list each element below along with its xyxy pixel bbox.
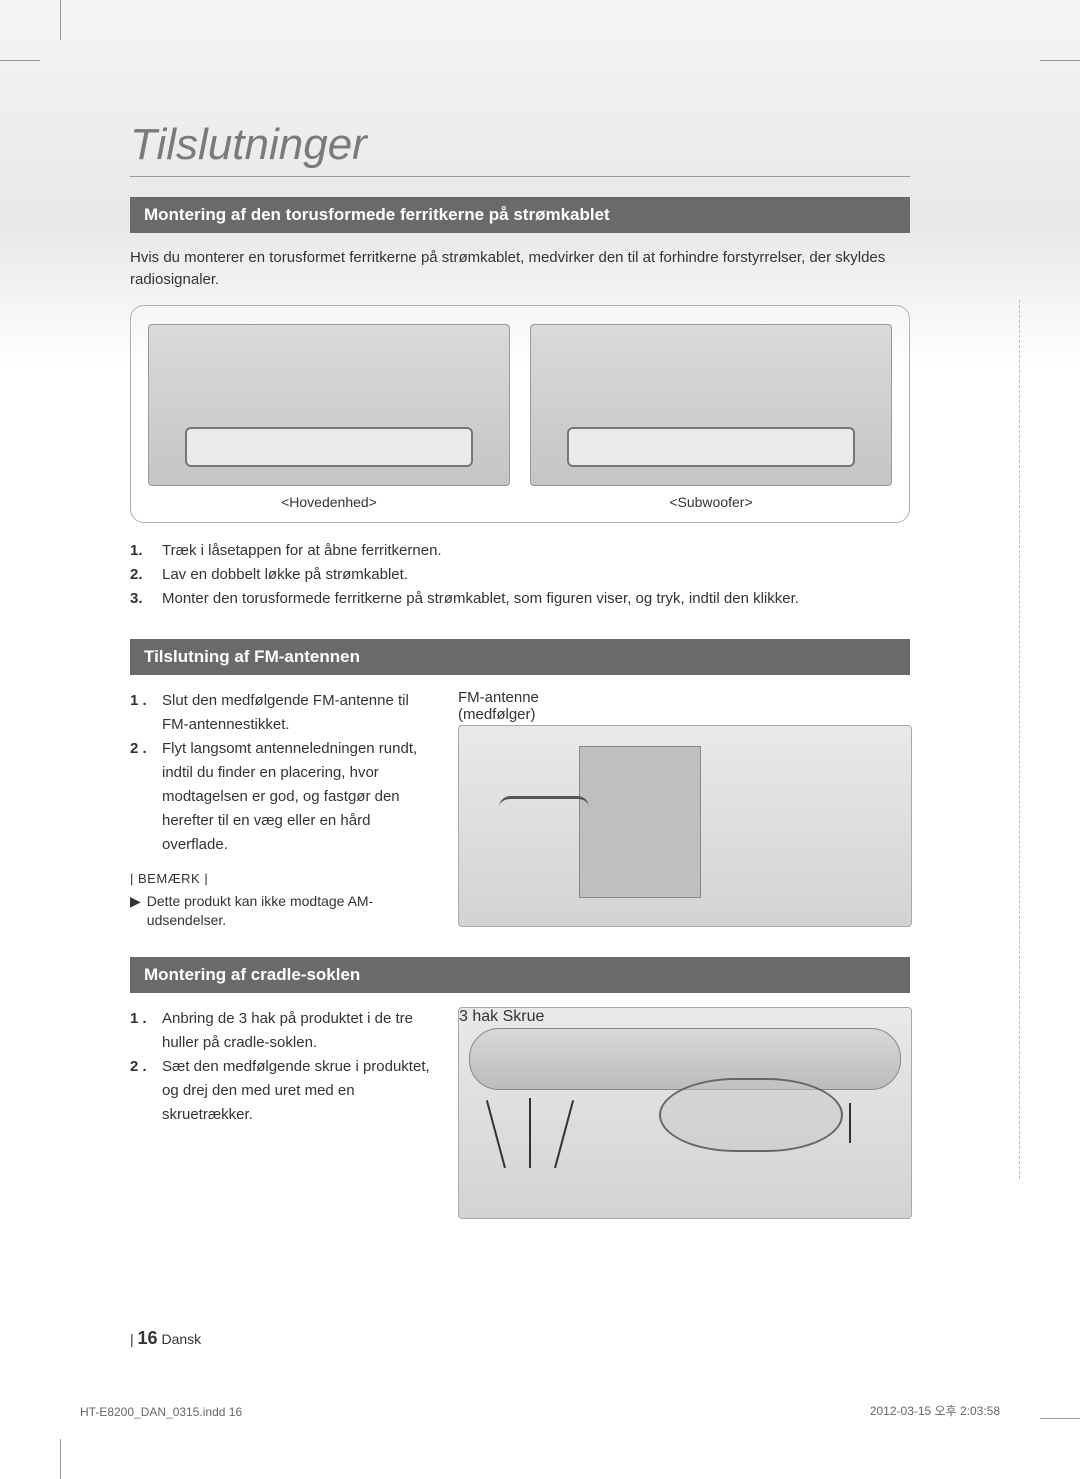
crop-mark [60,0,61,40]
step-number: 1. [130,539,152,563]
footer-divider: | [130,1331,134,1347]
pointer-line [486,1100,506,1168]
list-item: 2. Lav en dobbelt løkke på strømkablet. [130,563,910,587]
list-item: 1 . Slut den medfølgende FM-antenne til F… [130,689,430,737]
print-timestamp: 2012-03-15 오후 2:03:58 [870,1402,1000,1419]
chapter-title: Tilslutninger [130,120,910,177]
rear-panel-graphic [579,746,701,898]
section-heading-cradle: Montering af cradle-soklen [130,957,910,993]
list-item: 2 . Sæt den medfølgende skrue i produktet… [130,1055,430,1127]
step-text: Lav en dobbelt løkke på strømkablet. [162,563,408,587]
caption-main-unit: <Hovedenhed> [281,494,377,510]
caption-subwoofer: <Subwoofer> [669,494,752,510]
page-footer: | 16 Dansk [130,1328,201,1349]
label-hak: 3 hak [459,1008,498,1025]
cable-graphic [499,796,589,819]
step-number: 2. [130,563,152,587]
list-item: 3. Monter den torusformede ferritkerne på… [130,587,910,611]
main-unit-illustration [148,324,510,486]
label-skrue: Skrue [503,1008,545,1025]
step-text: Flyt langsomt antenneledningen rundt, in… [162,737,430,857]
pointer-line [529,1098,531,1168]
step-text: Anbring de 3 hak på produktet i de tre h… [162,1007,430,1055]
section3-text-col: 1 . Anbring de 3 hak på produktet i de tr… [130,1007,430,1219]
label-text: (medfølger) [458,706,536,723]
list-item: 2 . Flyt langsomt antenneledningen rundt,… [130,737,430,857]
section2-illus-col: FM-antenne (medfølger) [458,689,910,931]
print-filename: HT-E8200_DAN_0315.indd 16 [80,1405,242,1419]
step-number: 3. [130,587,152,611]
step-number: 1 . [130,689,152,737]
section1-intro: Hvis du monterer en torusformet ferritke… [130,247,910,291]
note-heading: | BEMÆRK | [130,871,430,886]
cradle-graphic [659,1078,843,1152]
subwoofer-illustration [530,324,892,486]
diagram-subwoofer: <Subwoofer> [531,324,891,510]
step-number: 2 . [130,1055,152,1127]
note-item: ▶ Dette produkt kan ikke modtage AM-udse… [130,892,430,931]
note-text: Dette produkt kan ikke modtage AM-udsend… [147,892,430,931]
step-text: Træk i låsetappen for at åbne ferritkern… [162,539,442,563]
list-item: 1 . Anbring de 3 hak på produktet i de tr… [130,1007,430,1055]
section3-steps: 1 . Anbring de 3 hak på produktet i de tr… [130,1007,430,1127]
section1-steps: 1. Træk i låsetappen for at åbne ferritke… [130,539,910,611]
gutter-line [1018,300,1020,1179]
content-area: Tilslutninger Montering af den torusform… [130,120,910,1245]
crop-mark [1040,60,1080,61]
cradle-illustration: 3 hak Skrue [458,1007,912,1219]
crop-mark [1040,1418,1080,1419]
page: Tilslutninger Montering af den torusform… [0,0,1080,1479]
crop-mark [60,1439,61,1479]
pointer-line [849,1103,851,1143]
section2-row: 1 . Slut den medfølgende FM-antenne til F… [130,689,910,931]
list-item: 1. Træk i låsetappen for at åbne ferritke… [130,539,910,563]
product-graphic [469,1028,901,1090]
step-number: 1 . [130,1007,152,1055]
step-text: Slut den medfølgende FM-antenne til FM-a… [162,689,430,737]
section3-illus-col: 3 hak Skrue [458,1007,910,1219]
page-number: 16 [138,1328,158,1348]
ferrite-diagram-box: <Hovedenhed> <Subwoofer> [130,305,910,523]
section3-row: 1 . Anbring de 3 hak på produktet i de tr… [130,1007,910,1219]
pointer-line [554,1100,574,1168]
fm-antenna-label: FM-antenne (medfølger) [458,689,910,723]
step-number: 2 . [130,737,152,857]
crop-mark [0,60,40,61]
step-text: Monter den torusformede ferritkerne på s… [162,587,799,611]
diagram-main-unit: <Hovedenhed> [149,324,509,510]
section2-steps: 1 . Slut den medfølgende FM-antenne til F… [130,689,430,857]
label-text: FM-antenne [458,689,539,706]
section-heading-ferrite: Montering af den torusformede ferritkern… [130,197,910,233]
fm-connection-illustration [458,725,912,927]
section2-text-col: 1 . Slut den medfølgende FM-antenne til F… [130,689,430,931]
footer-language: Dansk [161,1331,201,1347]
section-heading-fm: Tilslutning af FM-antennen [130,639,910,675]
step-text: Sæt den medfølgende skrue i produktet, o… [162,1055,430,1127]
bullet-icon: ▶ [130,892,141,931]
